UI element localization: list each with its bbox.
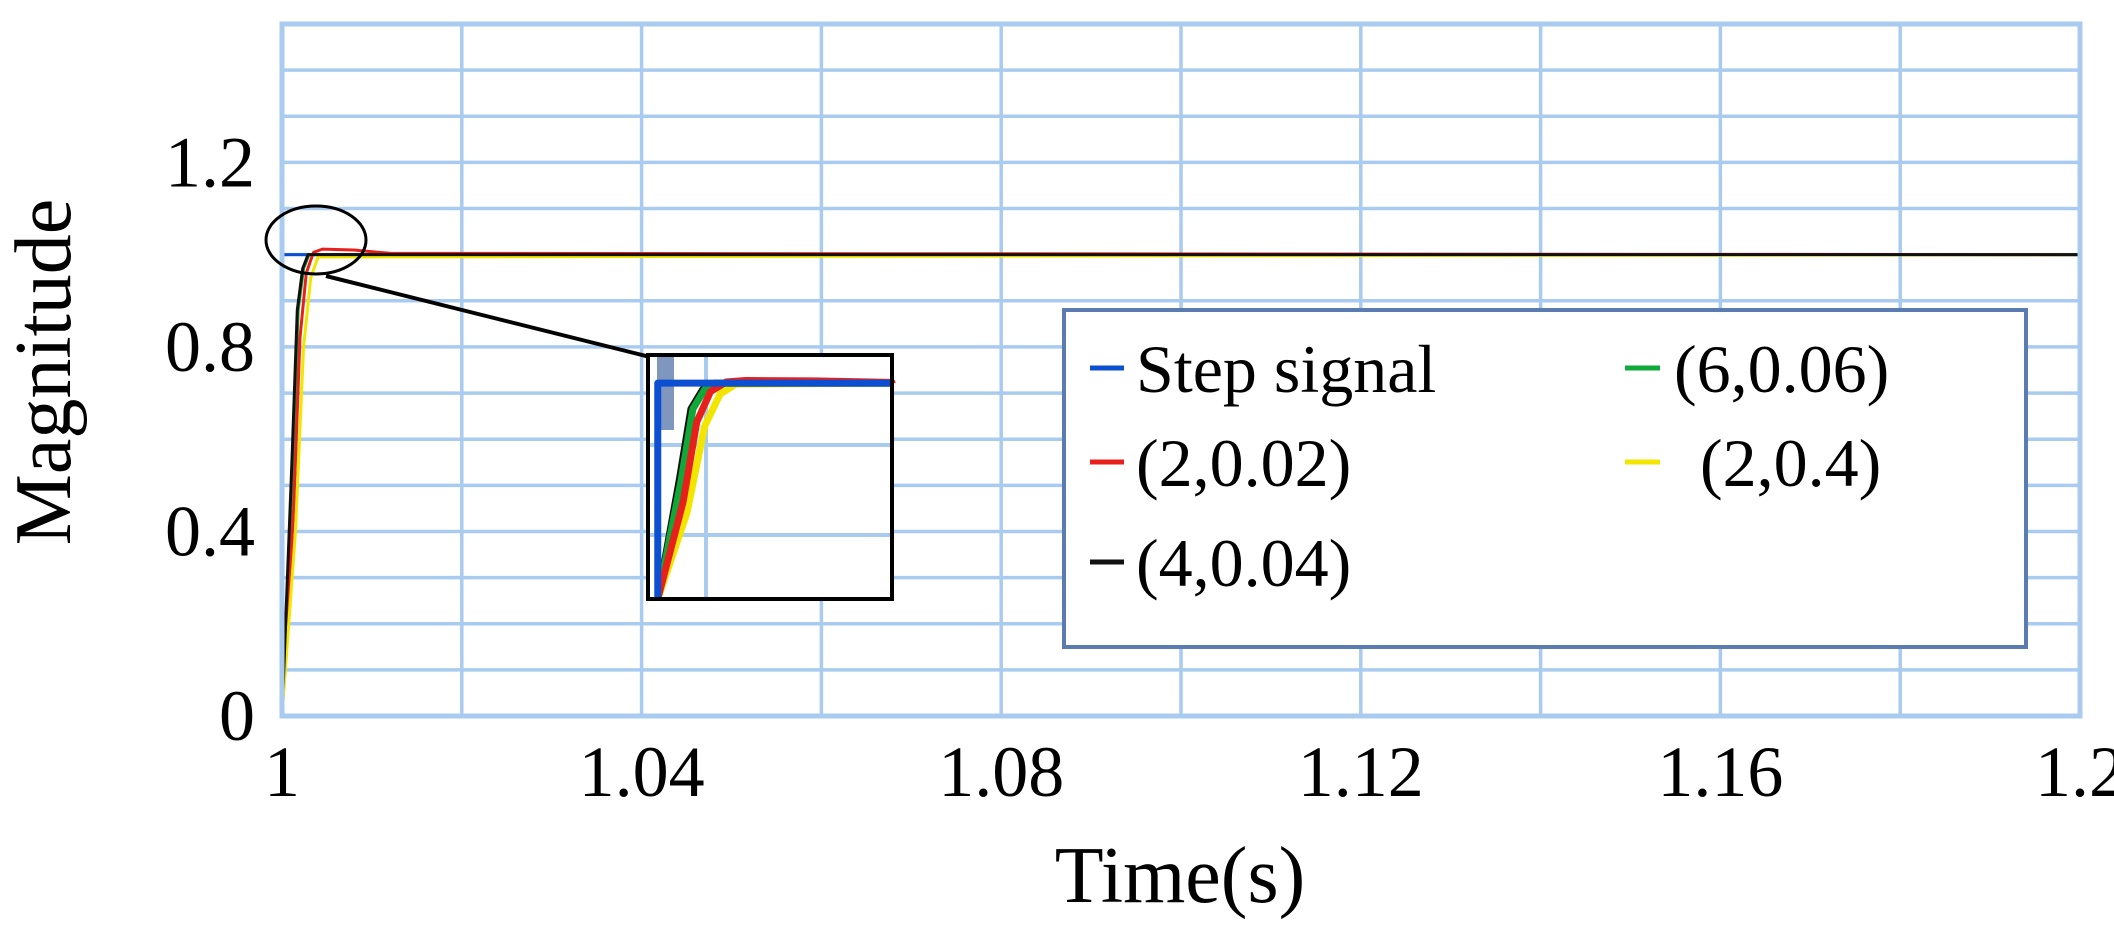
- x-tick-label: 1.12: [1298, 732, 1424, 812]
- series-line: [280, 253, 2081, 717]
- y-tick-label: 1.2: [165, 122, 255, 202]
- zoom-connector-line: [325, 274, 651, 359]
- x-tick-label: 1.08: [938, 732, 1064, 812]
- inset-grid-v: [704, 355, 708, 599]
- plot-frame: [279, 21, 2083, 719]
- inset-grid-h: [648, 533, 892, 537]
- series-line: [280, 247, 2081, 717]
- legend-label-6-0.06: (6,0.06): [1674, 331, 1889, 407]
- y-axis-label: Magnitude: [0, 199, 88, 546]
- series-line: [280, 253, 2080, 717]
- legend-box: [1062, 308, 2028, 649]
- ticks: 1 1.04 1.08 1.12 1.16 1.2 0 0.4 0.8 1.2: [165, 122, 2114, 812]
- inset-curves: [654, 376, 896, 601]
- inset-grid-h: [648, 443, 892, 447]
- x-tick-label: 1.16: [1657, 732, 1783, 812]
- x-tick-label: 1.04: [579, 732, 705, 812]
- inset-frame: [646, 353, 894, 601]
- y-tick-label: 0.8: [165, 307, 255, 387]
- x-tick-label: 1.2: [2035, 732, 2114, 812]
- inset-series-line: [654, 379, 892, 599]
- y-tick-label: 0: [219, 676, 255, 756]
- legend-label-2-0.4: (2,0.4): [1700, 425, 1881, 501]
- y-tick-label: 0.4: [165, 491, 255, 571]
- legend-label-2-0.02: (2,0.02): [1136, 425, 1351, 501]
- legend-label-4-0.04: (4,0.04): [1136, 525, 1351, 601]
- legend: Step signal (6,0.06) (2,0.02) (2,0.4) (4…: [1062, 308, 2028, 649]
- zoom-inset: [646, 353, 896, 601]
- legend-label-step-signal: Step signal: [1136, 331, 1436, 407]
- zoom-highlight-ellipse: [264, 204, 368, 276]
- x-tick-label: 1: [264, 732, 300, 812]
- x-axis-label: Time(s): [1055, 832, 1305, 920]
